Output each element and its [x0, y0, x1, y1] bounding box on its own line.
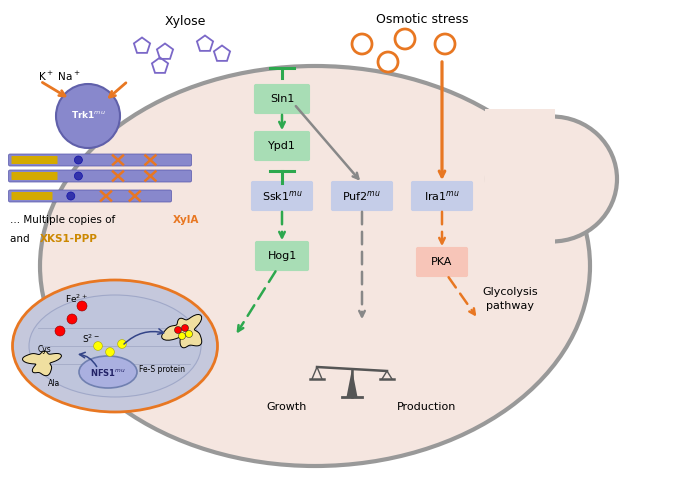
Text: Osmotic stress: Osmotic stress [376, 13, 469, 26]
FancyBboxPatch shape [12, 172, 58, 180]
Ellipse shape [29, 295, 201, 397]
Text: Ssk1$^{mu}$: Ssk1$^{mu}$ [262, 189, 302, 203]
Text: PKA: PKA [432, 257, 453, 267]
Circle shape [55, 326, 65, 336]
FancyBboxPatch shape [12, 156, 58, 164]
Text: Glycolysis
pathway: Glycolysis pathway [482, 287, 538, 310]
Circle shape [105, 348, 114, 356]
Ellipse shape [487, 116, 617, 241]
Text: Ira1$^{mu}$: Ira1$^{mu}$ [424, 189, 460, 203]
FancyBboxPatch shape [256, 241, 308, 271]
FancyBboxPatch shape [255, 85, 310, 113]
Polygon shape [485, 109, 555, 249]
Text: Ypd1: Ypd1 [268, 141, 296, 151]
Circle shape [186, 331, 192, 338]
Circle shape [56, 84, 120, 148]
Ellipse shape [79, 356, 137, 388]
Text: and: and [10, 234, 33, 244]
Circle shape [182, 325, 188, 332]
Text: Sln1: Sln1 [270, 94, 294, 104]
FancyBboxPatch shape [332, 181, 393, 211]
Ellipse shape [12, 280, 218, 412]
Circle shape [77, 301, 87, 311]
FancyBboxPatch shape [416, 247, 467, 277]
FancyBboxPatch shape [251, 181, 312, 211]
Circle shape [94, 342, 102, 350]
Circle shape [75, 172, 82, 180]
Text: Fe$^{2+}$: Fe$^{2+}$ [65, 293, 88, 305]
Text: Ala: Ala [48, 380, 60, 389]
Text: Puf2$^{mu}$: Puf2$^{mu}$ [342, 189, 382, 203]
FancyBboxPatch shape [255, 132, 310, 160]
FancyBboxPatch shape [8, 190, 171, 202]
Text: Production: Production [397, 402, 456, 412]
Circle shape [67, 192, 75, 200]
FancyBboxPatch shape [412, 181, 473, 211]
Circle shape [179, 333, 186, 340]
Text: K$^+$ Na$^+$: K$^+$ Na$^+$ [38, 70, 80, 83]
Text: Hog1: Hog1 [267, 251, 297, 261]
Text: Cys: Cys [38, 346, 52, 354]
Text: XylA: XylA [173, 215, 199, 225]
Polygon shape [347, 369, 358, 397]
Circle shape [67, 314, 77, 324]
Circle shape [175, 327, 182, 334]
Text: Growth: Growth [266, 402, 307, 412]
Polygon shape [162, 314, 202, 348]
Circle shape [118, 340, 127, 348]
FancyBboxPatch shape [8, 154, 192, 166]
Text: S$^{2-}$: S$^{2-}$ [82, 333, 99, 345]
Text: XKS1-PPP: XKS1-PPP [40, 234, 98, 244]
Ellipse shape [40, 66, 590, 466]
Text: NFS1$^{mu}$: NFS1$^{mu}$ [90, 366, 126, 377]
Text: Xylose: Xylose [164, 16, 206, 29]
FancyBboxPatch shape [8, 170, 192, 182]
Circle shape [75, 156, 82, 164]
FancyBboxPatch shape [12, 192, 53, 200]
Text: Fe-S protein: Fe-S protein [139, 364, 185, 373]
Text: Trk1$^{mu}$: Trk1$^{mu}$ [71, 108, 105, 119]
Text: ... Multiple copies of: ... Multiple copies of [10, 215, 119, 225]
Polygon shape [23, 351, 62, 375]
